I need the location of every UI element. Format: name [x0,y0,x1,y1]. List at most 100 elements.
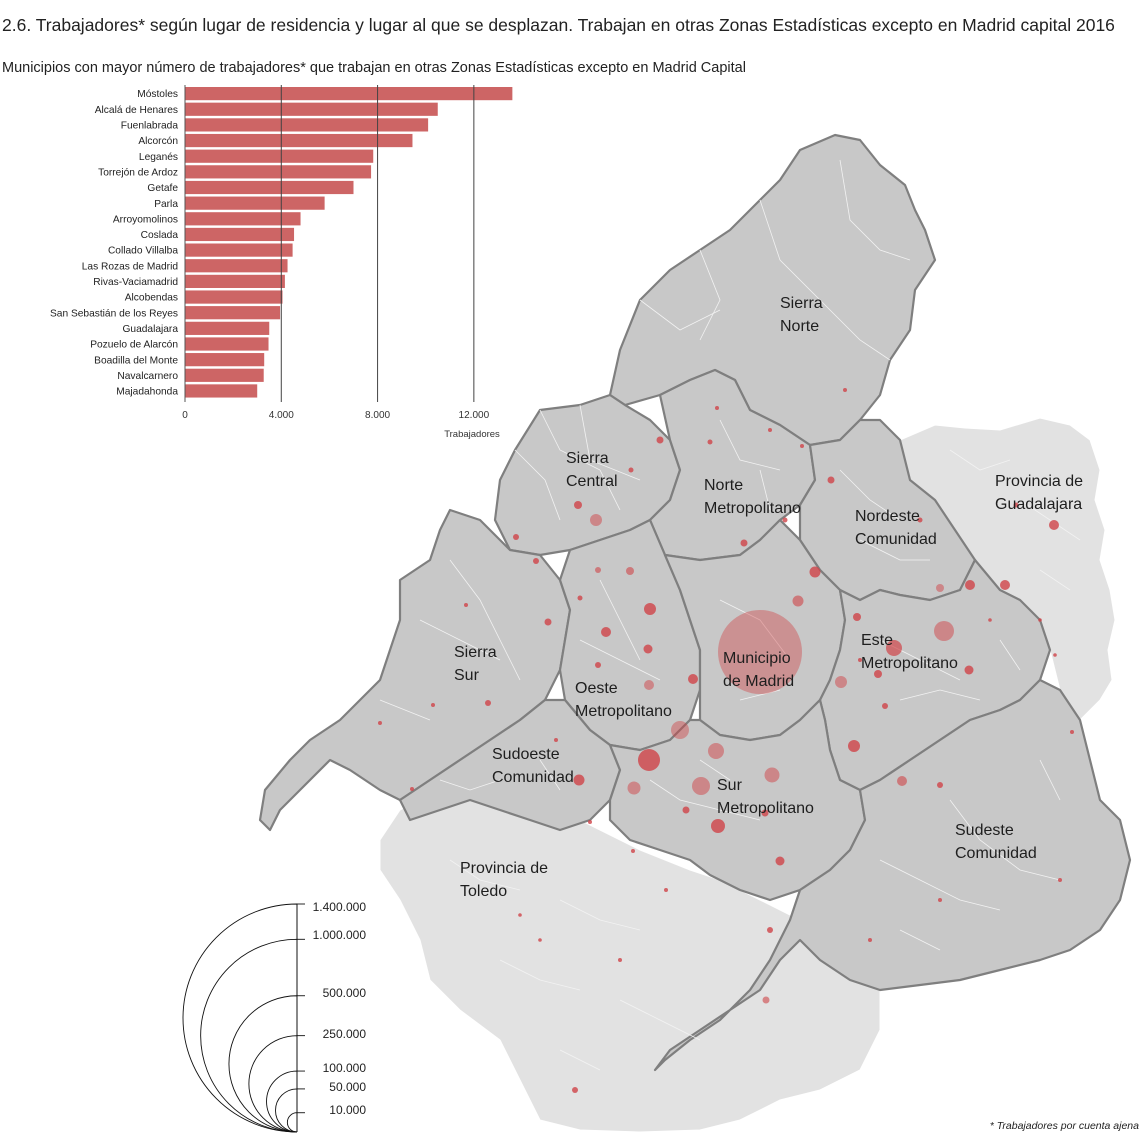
bubble [518,913,522,917]
x-tick-label: 12.000 [459,410,490,421]
bubble [1038,618,1042,622]
category-label: Alcalá de Henares [95,105,178,116]
bar-chart: Móstoles Alcalá de Henares Fuenlabrada Alco… [50,85,513,440]
zone-label-norte-metropolitano: Norte Metropolitano [704,477,801,517]
category-label: Getafe [147,183,178,194]
bar [185,165,372,179]
bar [185,306,281,320]
bubble [574,501,582,509]
bar [185,212,301,226]
bubble [768,428,772,432]
bar [185,118,429,132]
bubble [1013,502,1019,508]
category-label: Coslada [141,230,179,241]
bubble [800,444,804,448]
category-label: Torrejón de Ardoz [98,167,178,178]
bubble [762,996,770,1004]
bubble [715,406,719,410]
zone-label-municipio-madrid: Municipio de Madrid [723,650,794,690]
bubble [934,621,954,641]
bubble [827,476,835,484]
bubble [638,749,660,771]
bubble [590,514,602,526]
bubble [588,820,592,824]
bubble [988,618,992,622]
category-label: Pozuelo de Alarcón [90,340,178,351]
category-label: Alcobendas [125,293,178,304]
zone-label-sudeste-comunidad: Sudeste Comunidad [955,822,1037,862]
chart-title: Municipios con mayor número de trabajado… [2,60,746,76]
municipal-borders [379,159,1081,1071]
bubble [410,787,414,791]
bubble [938,898,942,902]
bar [185,180,354,195]
bubble [431,703,435,707]
bubble [937,782,943,788]
bubble-madrid [718,610,802,694]
bubble [740,539,748,547]
bubble [848,740,860,752]
category-label: Móstoles [137,89,178,100]
page-title: 2.6. Trabajadores* según lugar de reside… [2,15,1115,35]
bubble [378,721,382,725]
legend-label: 10.000 [329,1103,366,1117]
legend-circle [266,1070,298,1133]
bar [185,259,288,273]
bubble [936,584,944,592]
legend-label: 100.000 [323,1061,367,1075]
bubble [664,888,668,892]
category-label: Parla [154,199,178,210]
bubble [897,776,907,786]
bar [185,227,295,242]
bubble [533,558,539,564]
bar [185,368,264,382]
bubble [792,595,804,607]
legend-circle [228,995,298,1133]
bubble [764,767,780,783]
category-label: San Sebastián de los Reyes [50,308,178,319]
bubble [577,595,583,601]
legend-label: 50.000 [329,1080,366,1094]
legend-label: 1.000.000 [313,928,367,942]
bubble [882,703,888,709]
category-label: Fuenlabrada [121,121,179,132]
bubble [809,566,821,578]
zone-label-este-metropolitano: Este Metropolitano [861,632,958,672]
x-tick-label: 4.000 [269,410,294,421]
bubble [644,680,654,690]
bar [185,274,285,288]
footnote: * Trabajadores por cuenta ajena [989,1120,1139,1132]
bubble [965,580,975,590]
bubble [627,781,641,795]
bubble [682,806,690,814]
bubble [656,436,664,444]
legend-label: 1.400.000 [313,900,367,914]
bubble [1000,580,1010,590]
bubble-size-legend: 1.400.000 1.000.000 500.000 250.000 100.000 5… [182,900,367,1133]
bubble [886,640,902,656]
legend-label: 250.000 [323,1027,367,1041]
bar [185,243,293,257]
x-tick-label: 0 [182,410,188,421]
legend-circle [248,1035,298,1133]
category-label: Majadahonda [116,387,178,398]
category-label: Collado Villalba [108,246,178,257]
zone-label-sierra-central: Sierra Central [566,450,618,490]
zone-labels: Sierra Norte Sierra Central Norte Metropolita… [454,295,1083,900]
category-label: Navalcarnero [117,371,178,382]
bubble [631,849,635,853]
category-label: Arroyomolinos [113,214,178,225]
bubble [573,774,585,786]
category-label: Alcorcón [138,136,178,147]
zone-label-nordeste-comunidad: Nordeste Comunidad [855,508,937,548]
bubble [601,627,611,637]
bar [185,384,258,398]
x-tick-label: 8.000 [365,410,390,421]
bar [185,353,265,367]
bubble [595,567,601,573]
bubble [688,674,698,684]
zone-label-sudoeste-comunidad: Sudoeste Comunidad [492,746,574,786]
bubble [853,613,861,621]
bubble [513,534,519,540]
zone-label-sierra-norte: Sierra Norte [780,295,823,335]
